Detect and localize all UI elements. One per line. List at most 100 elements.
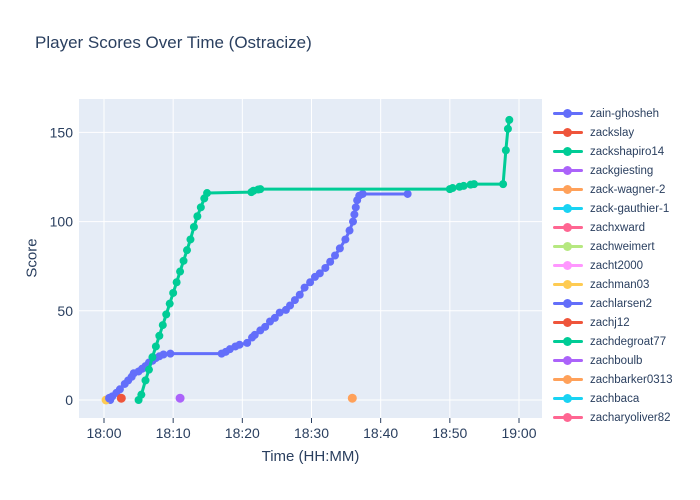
data-point — [261, 322, 270, 331]
legend-item-zachweimert[interactable]: zachweimert — [553, 237, 699, 256]
legend-item-zackslay[interactable]: zackslay — [553, 123, 699, 142]
legend-dot-icon — [563, 128, 572, 137]
legend-label: zachman03 — [590, 278, 650, 291]
legend-dot-icon — [563, 147, 572, 156]
data-point — [270, 313, 279, 322]
y-tick-label: 100 — [50, 214, 74, 230]
y-tick-label: 150 — [50, 124, 74, 140]
data-point — [286, 301, 295, 310]
plot-background — [79, 99, 542, 418]
legend-swatch-icon — [553, 128, 583, 137]
data-point — [501, 146, 510, 155]
data-point — [326, 257, 335, 266]
data-point — [144, 365, 153, 374]
data-point — [470, 180, 479, 189]
series-zackgiesting — [175, 393, 185, 403]
data-point — [193, 212, 202, 221]
legend-dot-icon — [563, 394, 572, 403]
legend-item-zackgiesting[interactable]: zackgiesting — [553, 161, 699, 180]
legend-item-zack-gauthier-1[interactable]: zack-gauthier-1 — [553, 199, 699, 218]
legend-item-zachbaca[interactable]: zachbaca — [553, 389, 699, 408]
legend-swatch-icon — [553, 280, 583, 289]
legend-swatch-icon — [553, 337, 583, 346]
legend-swatch-icon — [553, 166, 583, 175]
legend-item-zachj12[interactable]: zachj12 — [553, 313, 699, 332]
legend-swatch-icon — [553, 318, 583, 327]
legend-dot-icon — [563, 242, 572, 251]
legend-label: zachj12 — [590, 316, 630, 329]
legend-item-zacht2000[interactable]: zacht2000 — [553, 256, 699, 275]
data-point — [331, 251, 340, 260]
legend: zain-ghosheh zackslay zackshapiro14 zackgie… — [553, 104, 699, 424]
data-point — [203, 189, 212, 198]
legend-dot-icon — [563, 375, 572, 384]
data-point — [175, 393, 185, 403]
legend-item-zain-ghosheh[interactable]: zain-ghosheh — [553, 104, 699, 123]
legend-item-zachxward[interactable]: zachxward — [553, 218, 699, 237]
legend-item-zachlarsen2[interactable]: zachlarsen2 — [553, 294, 699, 313]
legend-label: zachboulb — [590, 354, 643, 367]
data-point — [499, 180, 508, 189]
x-tick-label: 18:10 — [156, 425, 191, 441]
legend-dot-icon — [563, 337, 572, 346]
legend-label: zack-wagner-2 — [590, 183, 666, 196]
data-point — [459, 181, 468, 190]
legend-item-zacharyoliver82[interactable]: zacharyoliver82 — [553, 408, 699, 424]
legend-label: zackshapiro14 — [590, 145, 665, 158]
data-point — [290, 296, 299, 305]
legend-dot-icon — [563, 413, 572, 422]
data-point — [403, 189, 412, 198]
legend-item-zachdegroat77[interactable]: zachdegroat77 — [553, 332, 699, 351]
legend-dot-icon — [563, 280, 572, 289]
data-point — [256, 185, 265, 194]
data-point — [148, 353, 157, 362]
legend-item-zachbarker0313[interactable]: zachbarker0313 — [553, 370, 699, 389]
axis-ticks: 18:00 18:10 18:20 18:30 18:40 18:50 19:00 0 50 10… — [50, 124, 537, 441]
data-point — [159, 350, 168, 359]
data-point — [235, 340, 244, 349]
series-zackshapiro14 — [134, 115, 514, 404]
data-point — [179, 256, 188, 265]
data-point — [165, 299, 174, 308]
data-point — [176, 267, 185, 276]
legend-swatch-icon — [553, 261, 583, 270]
legend-dot-icon — [563, 356, 572, 365]
legend-item-zachman03[interactable]: zachman03 — [553, 275, 699, 294]
data-point — [505, 115, 514, 124]
legend-swatch-icon — [553, 299, 583, 308]
legend-item-zachboulb[interactable]: zachboulb — [553, 351, 699, 370]
x-tick-label: 19:00 — [501, 425, 536, 441]
data-point — [300, 283, 309, 292]
series-zack-wagner-2 — [347, 393, 357, 403]
data-point — [186, 235, 195, 244]
legend-label: zack-gauthier-1 — [590, 202, 670, 215]
data-point — [358, 189, 367, 198]
y-axis-title: Score — [23, 238, 41, 278]
data-point — [169, 288, 178, 297]
data-point — [189, 222, 198, 231]
legend-dot-icon — [563, 223, 572, 232]
data-point — [315, 269, 324, 278]
legend-swatch-icon — [553, 413, 583, 422]
legend-label: zachbaca — [590, 392, 640, 405]
data-point — [341, 235, 350, 244]
legend-label: zackgiesting — [590, 164, 654, 177]
gridlines — [79, 99, 542, 418]
legend-swatch-icon — [553, 394, 583, 403]
data-point — [166, 349, 175, 358]
data-point — [350, 210, 359, 219]
legend-dot-icon — [563, 109, 572, 118]
data-point — [347, 393, 357, 403]
data-point — [345, 226, 354, 235]
legend-label: zachlarsen2 — [590, 297, 653, 310]
legend-item-zackshapiro14[interactable]: zackshapiro14 — [553, 142, 699, 161]
data-point — [295, 290, 304, 299]
legend-item-zack-wagner-2[interactable]: zack-wagner-2 — [553, 180, 699, 199]
x-axis-title: Time (HH:MM) — [261, 448, 360, 465]
legend-label: zacharyoliver82 — [590, 411, 671, 424]
data-point — [243, 338, 252, 347]
data-point — [351, 203, 360, 212]
legend-dot-icon — [563, 204, 572, 213]
data-point — [155, 331, 164, 340]
